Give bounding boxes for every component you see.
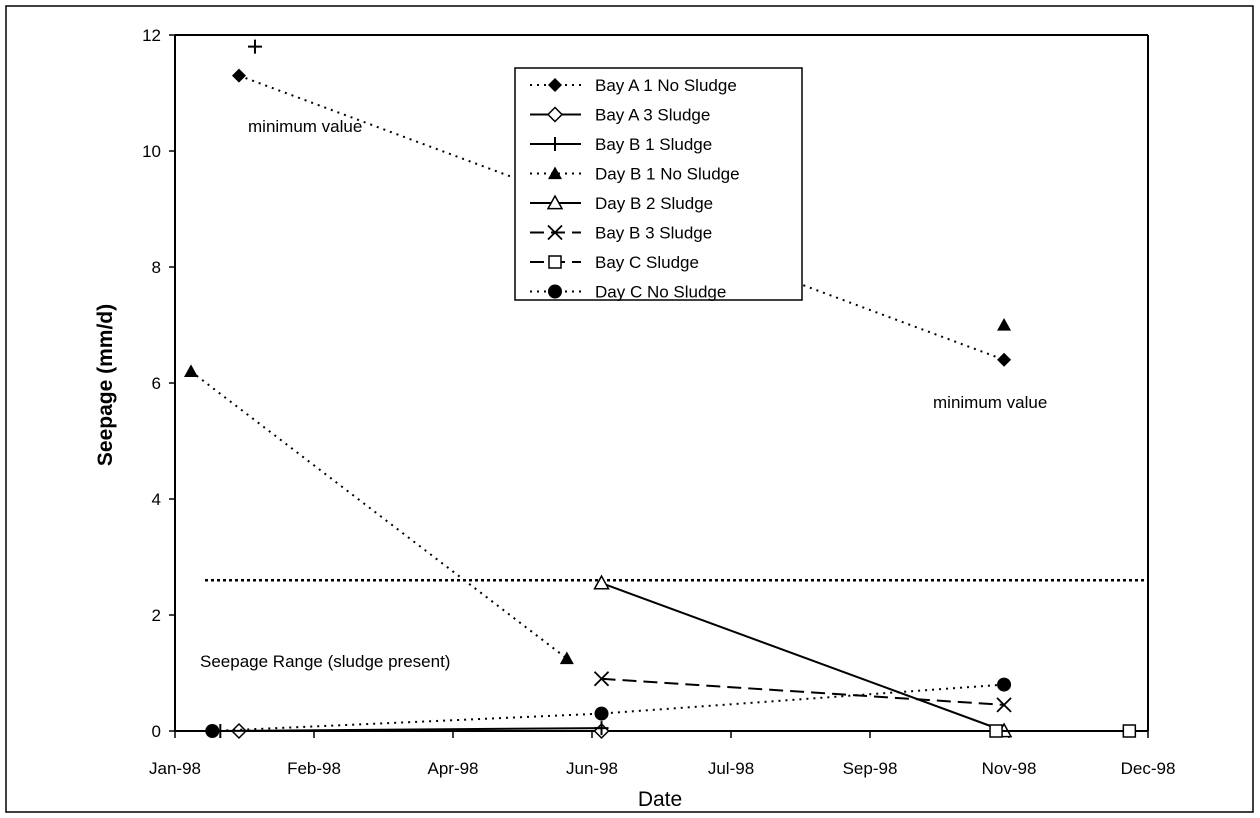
legend-label-3: Day B 1 No Sludge: [595, 165, 740, 184]
annotations-group: minimum value minimum value Seepage Rang…: [200, 117, 1047, 671]
y-tick-label-8: 8: [152, 258, 161, 277]
series-2-point-1: [594, 721, 609, 736]
legend-label-0: Bay A 1 No Sludge: [595, 76, 737, 95]
legend-swatch-marker-5: [547, 224, 563, 241]
x-axis-label: Date: [638, 788, 682, 811]
legend-label-6: Bay C Sludge: [595, 253, 699, 272]
x-tick-label-4: Jul-98: [708, 759, 754, 778]
x-tick-label-7: Dec-98: [1121, 759, 1176, 778]
annotation-seepage-range: Seepage Range (sludge present): [200, 652, 450, 671]
series-3-point-1: [559, 651, 574, 665]
series-3: [183, 364, 574, 665]
series-5: [593, 671, 1012, 713]
legend-label-2: Bay B 1 Sludge: [595, 135, 712, 154]
series-4-point-0: [593, 574, 610, 590]
x-tick-label-2: Apr-98: [427, 759, 478, 778]
series-group: [183, 39, 1137, 740]
series-0-point-0: [231, 68, 246, 83]
y-tick-label-6: 6: [152, 374, 161, 393]
legend-swatch-marker-6: [548, 255, 562, 269]
series-0: [231, 68, 1012, 367]
y-tick-label-10: 10: [142, 142, 161, 161]
series-5-line: [601, 677, 1005, 706]
series-2-line: [220, 727, 602, 732]
legend-swatch-marker-2: [548, 137, 562, 151]
series-7-line: [212, 683, 1005, 732]
legend-label-1: Bay A 3 Sludge: [595, 106, 710, 125]
legend-label-5: Bay B 3 Sludge: [595, 224, 712, 243]
series-5-point-0: [593, 671, 610, 687]
series-0-line: [238, 74, 1005, 361]
series-7-point-0: [205, 724, 220, 738]
y-tick-label-12: 12: [142, 26, 161, 45]
series-5-point-1: [996, 697, 1012, 713]
y-axis-label: Seepage (mm/d): [94, 304, 117, 466]
legend-swatch-marker-3: [548, 166, 562, 180]
extra-marker-0-0: [247, 39, 262, 54]
series-6-point-0: [989, 724, 1003, 738]
legend-label-4: Day B 2 Sludge: [595, 194, 713, 213]
legend: Bay A 1 No Sludge Bay A 3 Sludge Bay B 1 S…: [514, 67, 803, 302]
x-tick-label-1: Feb-98: [287, 759, 341, 778]
series-6-point-1: [1122, 724, 1137, 738]
legend-swatch-marker-7: [548, 284, 562, 299]
series-3-point-0: [183, 364, 198, 377]
series-4-line: [601, 582, 1005, 732]
legend-label-7: Day C No Sludge: [595, 283, 726, 302]
legend-swatch-marker-1: [546, 106, 564, 123]
x-tick-label-6: Nov-98: [982, 759, 1037, 778]
series-3-line: [190, 370, 568, 660]
series-7-point-1: [594, 706, 609, 721]
series-0-point-1: [997, 352, 1012, 367]
extra-marker-1-0: [997, 318, 1012, 331]
series-6: [989, 724, 1137, 738]
x-tick-label-3: Jun-98: [566, 759, 618, 778]
annotation-minimum-value-upper: minimum value: [248, 117, 362, 136]
series-7: [205, 677, 1012, 738]
legend-swatch-marker-0: [548, 78, 562, 92]
legend-swatch-marker-4: [546, 194, 564, 210]
y-tick-label-0: 0: [152, 722, 161, 741]
series-7-point-2: [997, 677, 1012, 692]
x-tick-label-5: Sep-98: [843, 759, 898, 778]
annotation-minimum-value-right: minimum value: [933, 393, 1047, 412]
x-tick-label-0: Jan-98: [149, 759, 201, 778]
y-tick-label-4: 4: [152, 490, 161, 509]
y-tick-label-2: 2: [152, 606, 161, 625]
